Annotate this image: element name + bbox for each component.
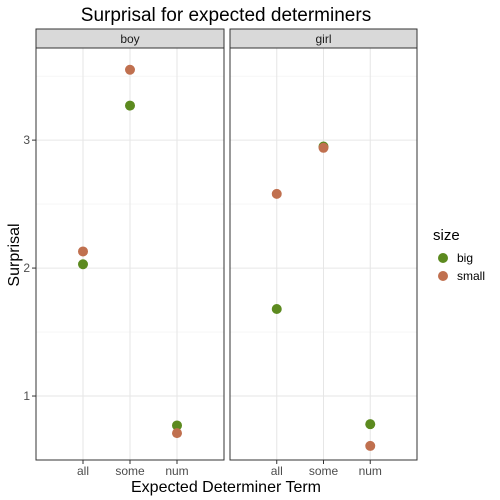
x-axis-title: Expected Determiner Term	[131, 479, 321, 496]
point-girl-big-num	[365, 419, 376, 430]
chart-title: Surprisal for expected determiners	[81, 5, 371, 26]
point-boy-big-some	[125, 100, 135, 111]
y-axis-ticks: 1 2 3	[23, 133, 36, 403]
point-boy-small-all	[78, 246, 88, 257]
legend: size big small	[433, 227, 485, 283]
point-boy-big-all	[78, 259, 88, 270]
panel-boy: boy all some num	[35, 28, 225, 478]
legend-key-small	[438, 271, 448, 281]
point-girl-small-num	[365, 440, 376, 451]
legend-label-big: big	[457, 251, 473, 265]
x-tick-label: some	[115, 464, 145, 478]
facet-strip-label-boy: boy	[120, 32, 139, 46]
point-boy-big-num	[172, 420, 182, 431]
point-girl-big-all	[271, 304, 282, 315]
x-tick-label: all	[77, 464, 89, 478]
y-tick-label: 1	[23, 389, 30, 403]
x-tick-label: num	[165, 464, 188, 478]
point-girl-small-some	[318, 142, 329, 153]
x-tick-label: num	[359, 464, 382, 478]
point-girl-small-all	[271, 188, 282, 199]
point-boy-small-num	[172, 428, 182, 439]
panels-layer: boy all some num girl all some num	[35, 28, 418, 478]
point-boy-small-some	[125, 64, 135, 75]
panel-girl: girl all some num	[229, 28, 418, 478]
legend-label-small: small	[457, 269, 485, 283]
x-tick-label: all	[271, 464, 283, 478]
y-tick-label: 2	[23, 261, 30, 275]
facet-strip-label-girl: girl	[315, 32, 331, 46]
legend-title: size	[433, 227, 460, 244]
y-axis-title: Surprisal	[6, 223, 23, 286]
legend-key-big	[438, 253, 448, 263]
x-tick-label: some	[309, 464, 339, 478]
y-tick-label: 3	[23, 133, 30, 147]
